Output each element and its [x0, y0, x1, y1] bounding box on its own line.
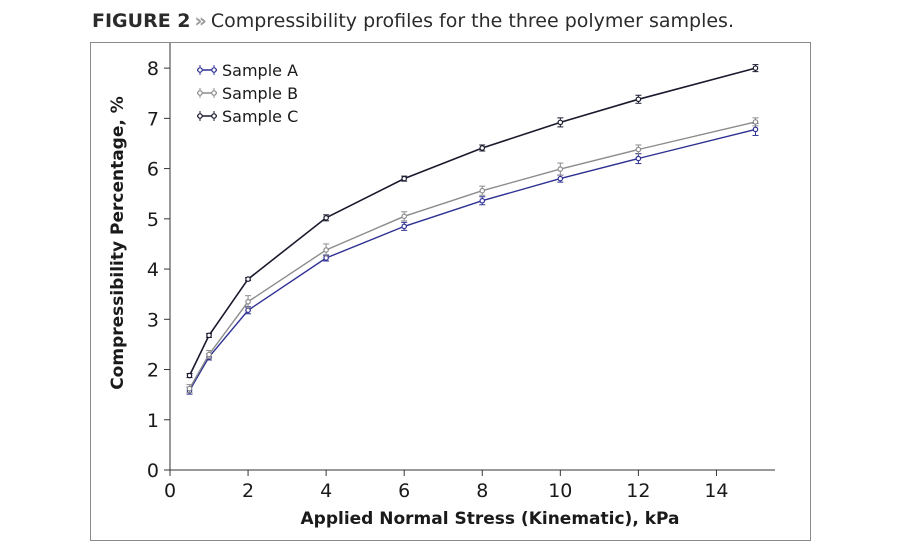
data-point — [635, 96, 642, 103]
series-line — [188, 121, 756, 389]
data-point — [479, 145, 486, 151]
data-point — [323, 215, 329, 221]
data-point — [401, 213, 407, 220]
data-point — [557, 166, 564, 172]
legend-marker — [197, 67, 203, 73]
series-sample-c — [186, 64, 759, 379]
data-point — [206, 351, 212, 358]
data-point — [401, 223, 407, 230]
y-tick-label: 7 — [147, 108, 159, 130]
data-point — [245, 298, 251, 305]
chart-frame — [90, 42, 811, 541]
legend: Sample A Sample B Sample C — [197, 61, 298, 126]
x-tick-label: 14 — [704, 480, 728, 502]
legend-label: Sample A — [222, 61, 298, 80]
y-tick-label: 3 — [147, 309, 159, 331]
x-axis-title: Applied Normal Stress (Kinematic), kPa — [301, 509, 680, 529]
figure-caption: Compressibility profiles for the three p… — [210, 10, 734, 32]
x-tick-label: 12 — [626, 480, 650, 502]
series-layer — [186, 64, 759, 395]
legend-marker — [197, 113, 203, 119]
data-point — [245, 307, 251, 314]
data-point — [186, 385, 193, 392]
data-point — [323, 247, 329, 253]
legend-marker — [211, 113, 217, 119]
x-tick-label: 6 — [398, 480, 410, 502]
legend-label: Sample C — [222, 107, 298, 126]
legend-marker — [211, 67, 217, 73]
data-point — [752, 126, 759, 133]
y-tick-label: 1 — [147, 410, 159, 432]
y-tick-label: 2 — [147, 360, 159, 382]
data-point — [557, 175, 564, 182]
x-tick-label: 4 — [320, 480, 332, 502]
x-tick-label: 0 — [164, 480, 176, 502]
data-point — [752, 119, 759, 125]
y-axis-title: Compressibility Percentage, % — [108, 96, 128, 390]
legend-label: Sample B — [222, 84, 298, 103]
data-point — [635, 146, 642, 153]
x-tick-label: 8 — [476, 480, 488, 502]
y-tick-label: 6 — [147, 159, 159, 181]
y-tick-label: 4 — [147, 259, 159, 281]
data-point — [635, 155, 642, 162]
series-line — [188, 128, 756, 391]
data-point — [401, 175, 407, 182]
y-tick-label: 8 — [147, 58, 159, 80]
legend-marker — [197, 90, 203, 96]
figure-label: FIGURE 2 — [92, 10, 191, 32]
data-point — [752, 65, 759, 71]
data-point — [245, 276, 251, 282]
data-point — [557, 119, 564, 126]
legend-item: Sample B — [197, 84, 298, 103]
data-point — [206, 332, 212, 339]
legend-item: Sample C — [197, 107, 298, 126]
figure-separator: » — [194, 10, 207, 32]
x-tick-label: 2 — [242, 480, 254, 502]
data-point — [186, 372, 193, 379]
y-tick-label: 5 — [147, 209, 159, 231]
figure-title: FIGURE 2» Compressibility profiles for th… — [92, 10, 734, 32]
series-sample-a — [186, 122, 759, 395]
y-tick-label: 0 — [147, 460, 159, 482]
series-sample-b — [186, 117, 759, 394]
data-point — [479, 197, 486, 204]
data-point — [479, 187, 486, 194]
legend-item: Sample A — [197, 61, 298, 80]
x-tick-label: 10 — [548, 480, 572, 502]
legend-marker — [211, 90, 217, 96]
